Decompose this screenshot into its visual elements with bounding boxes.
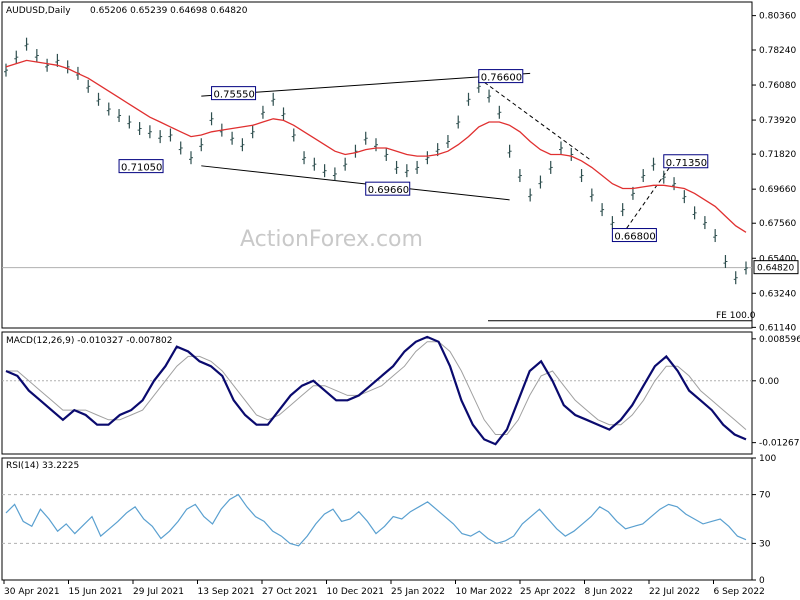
x-tick-label: 13 Sep 2021 (198, 587, 255, 597)
x-tick-label: 8 Jun 2022 (585, 587, 633, 597)
x-tick-label: 15 Jun 2021 (69, 587, 123, 597)
x-axis: 30 Apr 2021 15 Jun 2021 29 Jul 2021 13 Sep … (3, 580, 765, 597)
rsi-panel: 100 70 30 0 (2, 454, 776, 586)
price-y-tick-label: 0.61140 (759, 323, 796, 333)
upper-channel-line (201, 72, 531, 97)
ohlc-header: 0.65206 0.65239 0.64698 0.64820 (90, 6, 248, 16)
price-y-tick-label: 0.73920 (759, 116, 796, 126)
x-tick-label: 27 Oct 2021 (262, 587, 318, 597)
symbol-header: AUDUSD,Daily (6, 6, 71, 16)
price-y-tick-label: 0.69660 (759, 185, 796, 195)
price-frame (1, 1, 753, 329)
price-y-tick-label: 0.67560 (759, 219, 796, 229)
watermark-text: ActionForex.com (240, 227, 423, 252)
current-price-box (753, 260, 799, 275)
dashed-trend-line (478, 77, 593, 162)
x-tick-label: 30 Apr 2021 (4, 587, 60, 597)
x-tick-label: 29 Jul 2021 (133, 587, 184, 597)
panel-frames (1, 1, 753, 581)
macd-main-line (5, 335, 747, 446)
level-text: 0.69660 (368, 185, 409, 196)
price-panel: 0.80360 0.78240 0.76080 0.73920 0.71820 0.696… (2, 12, 799, 333)
rsi-y-tick-label: 30 (759, 539, 771, 549)
x-tick-label: 10 Mar 2022 (456, 587, 513, 597)
x-tick-label: 25 Apr 2022 (520, 587, 576, 597)
level-box (663, 154, 709, 169)
dashed-rebound-line (622, 160, 675, 235)
current-price-tag: 0.64820 (753, 260, 799, 275)
level-label-0.69660: 0.69660 (365, 181, 411, 196)
price-y-tick-label: 0.71820 (759, 150, 796, 160)
x-tick-label: 6 Sep 2022 (714, 587, 765, 597)
rsi-frame (1, 457, 753, 581)
macd-y-tick-label: 0.00 (759, 377, 779, 387)
rsi-y-tick-label: 100 (759, 454, 776, 464)
x-tick-label: 10 Dec 2021 (327, 587, 385, 597)
level-text: 0.71050 (121, 163, 162, 174)
level-label-0.71050: 0.71050 (118, 159, 164, 174)
macd-y-tick-label: 0.008596 (759, 335, 800, 345)
rsi-y-tick-label: 0 (759, 576, 765, 586)
level-text: 0.71350 (666, 158, 707, 169)
moving-average-line (5, 59, 747, 233)
level-text: 0.66800 (614, 232, 655, 243)
price-y-tick-label: 0.76080 (759, 81, 796, 91)
level-label-0.66800: 0.66800 (611, 228, 657, 243)
macd-frame (1, 331, 753, 455)
macd-signal-line (6, 341, 747, 435)
level-box (611, 228, 657, 243)
level-label-0.71350: 0.71350 (663, 154, 709, 169)
level-text: 0.76600 (481, 73, 522, 84)
rsi-header: RSI(14) 33.2225 (6, 461, 79, 471)
fe-label: FE 100.0 (716, 311, 756, 321)
level-box (211, 86, 257, 101)
rsi-y-tick-label: 70 (759, 491, 771, 501)
level-box (118, 159, 164, 174)
level-label-0.75550: 0.75550 (211, 86, 257, 101)
price-y-tick-label: 0.80360 (759, 12, 796, 22)
level-text: 0.75550 (214, 90, 255, 101)
price-y-tick-label: 0.65400 (759, 254, 796, 264)
x-tick-label: 25 Jan 2022 (391, 587, 445, 597)
price-y-tick-label: 0.78240 (759, 46, 796, 56)
current-price-text: 0.64820 (757, 264, 794, 274)
macd-y-tick-label: -0.01267 (759, 439, 799, 449)
level-box (365, 181, 411, 196)
level-box (478, 69, 524, 84)
level-label-0.76600: 0.76600 (478, 69, 524, 84)
x-tick-label: 22 Jul 2022 (649, 587, 700, 597)
price-y-tick-label: 0.63240 (759, 289, 796, 299)
macd-panel: 0.008596 0.00 -0.01267 (2, 335, 800, 449)
rsi-line (5, 493, 747, 547)
lower-channel-line (201, 165, 510, 201)
macd-header: MACD(12,26,9) -0.010327 -0.007802 (6, 336, 172, 346)
